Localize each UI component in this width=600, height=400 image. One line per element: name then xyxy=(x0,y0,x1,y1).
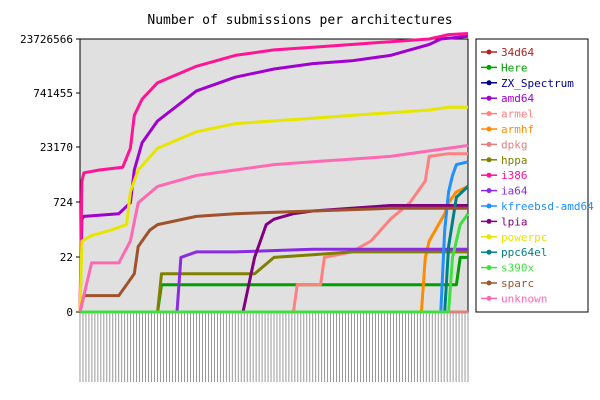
legend-marker-dpkg xyxy=(486,141,492,147)
legend: 34d64 Here ZX_Spectrum amd64 armel armhf dpkg h… xyxy=(481,46,594,305)
legend-marker-i386 xyxy=(486,172,492,178)
legend-marker-powerpc xyxy=(486,234,492,240)
legend-marker-zx-spectrum xyxy=(486,80,492,86)
series-line-armhf xyxy=(80,185,469,314)
legend-label-zx-spectrum: ZX_Spectrum xyxy=(501,77,574,90)
series-line-ia64 xyxy=(80,247,468,314)
legend-label-powerpc: powerpc xyxy=(501,231,547,244)
legend-marker-amd64 xyxy=(486,95,492,101)
series-line-i386 xyxy=(78,32,469,313)
legend-label-34d64: 34d64 xyxy=(501,46,534,59)
legend-marker-unknown xyxy=(486,295,492,301)
legend-label-unknown: unknown xyxy=(501,292,547,305)
x-axis xyxy=(79,312,469,382)
legend-label-here: Here xyxy=(501,61,528,74)
legend-marker-armhf xyxy=(486,126,492,132)
series-group xyxy=(78,32,470,314)
y-axis: 0 22 724 23170 741455 23726566 xyxy=(20,33,80,319)
legend-label-armel: armel xyxy=(501,108,534,121)
legend-label-hppa: hppa xyxy=(501,154,528,167)
series-line-powerpc xyxy=(78,105,468,313)
legend-label-armhf: armhf xyxy=(501,123,534,136)
y-tick-label: 22 xyxy=(60,251,73,264)
y-tick-label: 724 xyxy=(53,196,73,209)
legend-marker-here xyxy=(486,64,492,70)
y-tick-label: 0 xyxy=(66,306,73,319)
legend-marker-sparc xyxy=(486,280,492,286)
legend-marker-ppc64el xyxy=(486,249,492,255)
legend-label-ia64: ia64 xyxy=(501,185,528,198)
legend-label-i386: i386 xyxy=(501,169,528,182)
legend-marker-lpia xyxy=(486,218,492,224)
y-tick-label: 23170 xyxy=(40,141,73,154)
legend-marker-ia64 xyxy=(486,188,492,194)
series-line-lpia xyxy=(80,204,468,314)
legend-label-amd64: amd64 xyxy=(501,92,534,105)
legend-marker-s390x xyxy=(486,265,492,271)
series-line-armel xyxy=(80,152,468,314)
y-tick-label: 741455 xyxy=(33,87,73,100)
legend-label-lpia: lpia xyxy=(501,215,528,228)
legend-label-ppc64el: ppc64el xyxy=(501,246,547,259)
legend-label-sparc: sparc xyxy=(501,277,534,290)
series-line-sparc xyxy=(78,206,468,313)
series-line-s390x xyxy=(80,212,470,314)
plot-area xyxy=(79,38,469,313)
legend-marker-hppa xyxy=(486,157,492,163)
series-line-unknown xyxy=(78,144,469,313)
legend-label-dpkg: dpkg xyxy=(501,138,528,151)
chart-title: Number of submissions per architectures xyxy=(147,13,452,28)
y-tick-label: 23726566 xyxy=(20,33,73,46)
legend-label-kfreebsd-amd64: kfreebsd-amd64 xyxy=(501,200,594,213)
legend-marker-armel xyxy=(486,111,492,117)
series-line-hppa xyxy=(80,250,468,314)
legend-label-s390x: s390x xyxy=(501,262,534,275)
legend-marker-34d64 xyxy=(486,49,492,55)
legend-marker-kfreebsd-amd64 xyxy=(486,203,492,209)
series-line-amd64 xyxy=(78,34,469,313)
